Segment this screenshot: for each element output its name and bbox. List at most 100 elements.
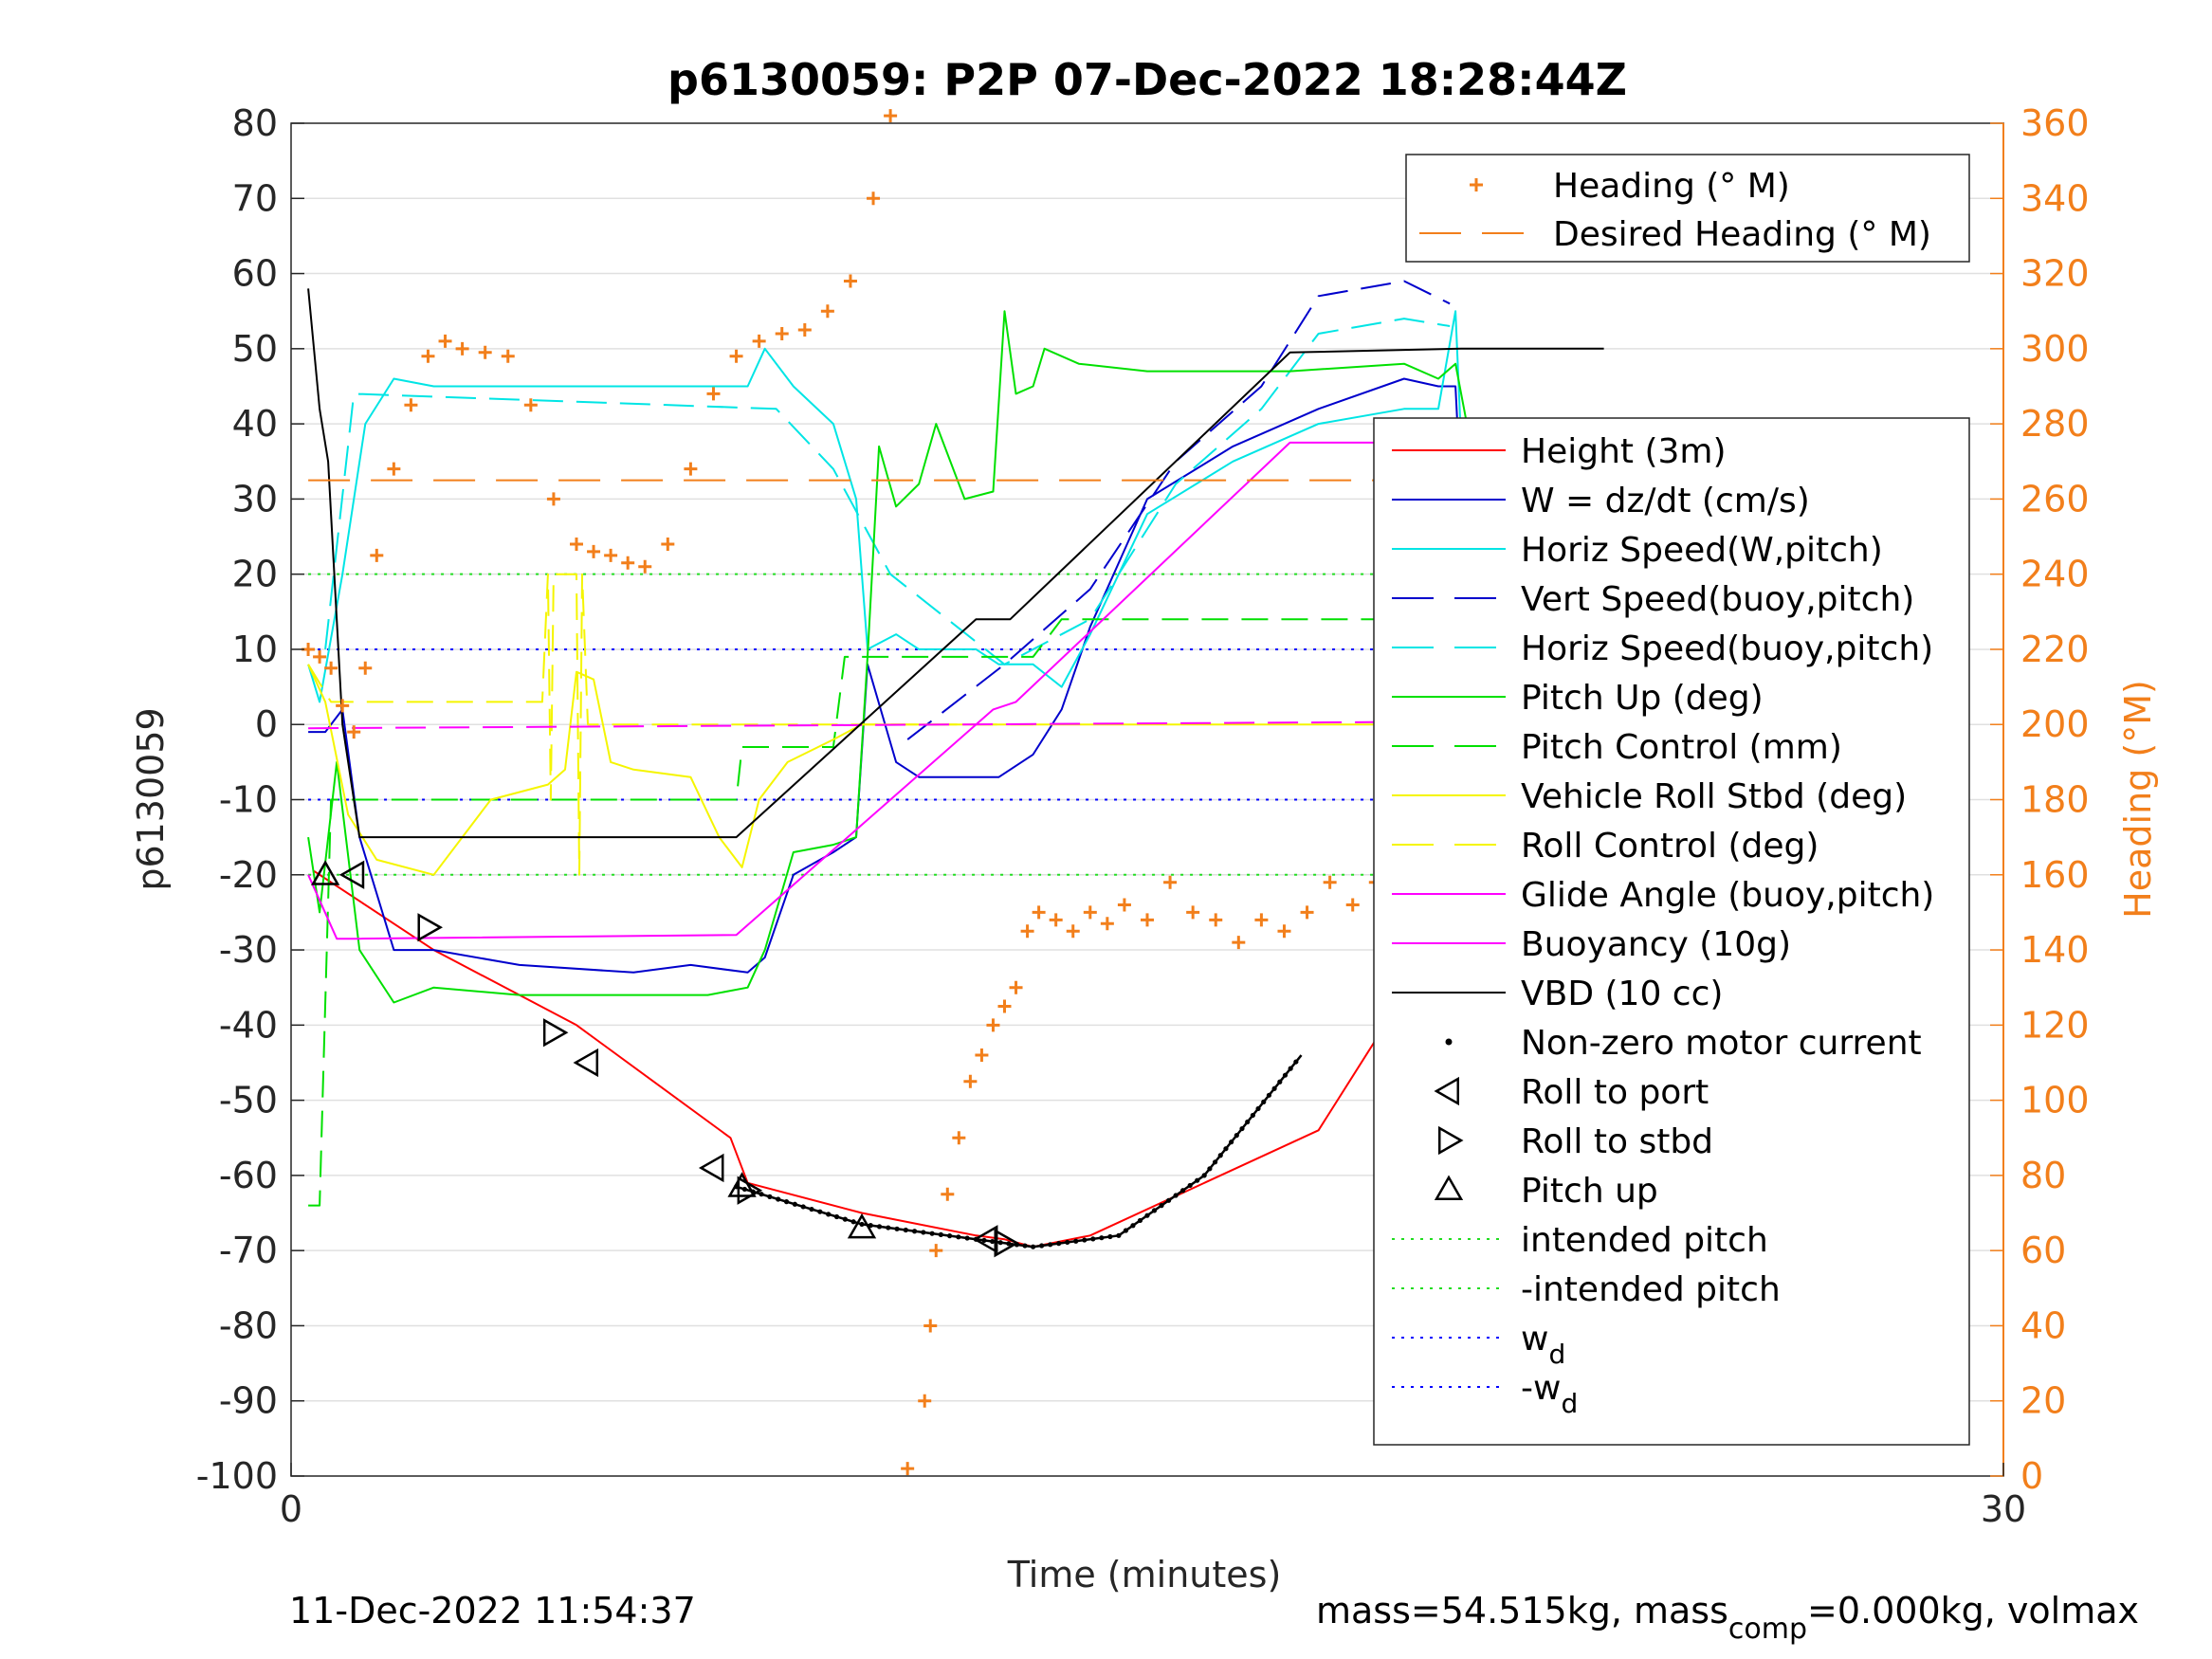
legend-main-label-5: Pitch Up (deg)	[1521, 679, 1764, 718]
footer-date: 11-Dec-2022 11:54:37	[289, 1590, 696, 1632]
heading-point-36	[941, 1187, 955, 1201]
legend-main-label-9: Glide Angle (buoy,pitch)	[1521, 876, 1934, 915]
ytick-label-13: 30	[232, 478, 278, 520]
heading-point-3	[336, 699, 350, 713]
heading-point-27	[797, 323, 812, 337]
legend-main-label-1: W = dz/dt (cm/s)	[1521, 482, 1810, 520]
heading-point-46	[1066, 924, 1080, 939]
heading-point-15	[546, 492, 560, 506]
y2tick-label-13: 260	[2020, 478, 2090, 520]
heading-point-53	[1209, 913, 1223, 927]
heading-point-30	[867, 191, 881, 206]
series-2	[307, 310, 1508, 711]
y2tick-label-8: 160	[2020, 854, 2090, 896]
heading-point-8	[404, 398, 418, 412]
y2tick-label-10: 200	[2020, 703, 2090, 745]
heading-point-49	[1117, 898, 1131, 912]
ytick-label-17: 70	[232, 177, 278, 219]
series-5	[307, 310, 1547, 1004]
ytick-label-12: 20	[232, 554, 278, 595]
legend-heading-label-1: Desired Heading (° M)	[1553, 215, 1931, 254]
heading-point-22	[684, 462, 698, 476]
heading-point-43	[1020, 924, 1034, 939]
ytick-label-15: 50	[232, 328, 278, 370]
legend-main: Height (3m) W = dz/dt (cm/s) Horiz Speed(W…	[1373, 417, 1970, 1446]
ytick-label-7: -30	[219, 929, 278, 971]
legend-main-sub-19: d	[1561, 1388, 1578, 1419]
y2tick-label-18: 360	[2020, 102, 2090, 144]
marker-roll_stbd-7	[737, 1176, 763, 1205]
heading-point-18	[604, 548, 618, 562]
marker-roll_port-4	[573, 1048, 599, 1078]
footer-mass-prefix: mass=54.515kg, mass	[1316, 1590, 1728, 1632]
legend-main-label-0: Height (3m)	[1521, 432, 1727, 471]
y2tick-label-2: 40	[2020, 1304, 2066, 1346]
legend-main-label-7: Vehicle Roll Stbd (deg)	[1521, 777, 1907, 816]
legend-main-label-2: Horiz Speed(W,pitch)	[1521, 531, 1883, 570]
heading-point-4	[347, 725, 361, 739]
legend-heading-sample-0	[1470, 178, 1483, 191]
heading-point-48	[1100, 917, 1114, 931]
chart-title: p6130059: P2P 07-Dec-2022 18:28:44Z	[667, 54, 1627, 105]
motor-current-series	[733, 1054, 1303, 1249]
legend-main-sample-15	[1434, 1175, 1464, 1200]
ytick-label-2: -80	[219, 1304, 278, 1346]
event-markers	[310, 860, 1459, 1258]
heading-point-37	[952, 1131, 966, 1145]
marker-roll_port-1	[338, 860, 365, 889]
legend-main-sub-18: d	[1548, 1339, 1565, 1370]
legend-main-sample-14	[1438, 1125, 1464, 1156]
legend-heading: Heading (° M) Desired Heading (° M)	[1405, 154, 1970, 263]
left-axis-ticks: -100-90-80-70-60-50-40-30-20-10010203040…	[196, 102, 304, 1497]
heading-point-1	[313, 649, 327, 664]
marker-pitch_up-0	[310, 860, 340, 885]
heading-point-21	[661, 537, 675, 551]
heading-point-38	[963, 1074, 978, 1088]
heading-point-34	[923, 1319, 938, 1333]
heading-point-2	[324, 661, 338, 675]
y2tick-label-7: 140	[2020, 929, 2090, 971]
legend-main-label-15: Pitch up	[1521, 1172, 1658, 1211]
heading-point-33	[918, 1394, 932, 1408]
heading-point-19	[621, 556, 635, 570]
marker-roll_stbd-3	[542, 1018, 569, 1048]
xtick-label-1: 30	[1981, 1488, 2026, 1530]
heading-point-11	[455, 341, 469, 356]
heading-point-23	[706, 387, 721, 401]
ytick-label-9: -10	[219, 779, 278, 821]
marker-roll_stbd-10	[994, 1229, 1020, 1258]
y2tick-label-5: 100	[2020, 1080, 2090, 1121]
heading-point-25	[752, 334, 766, 348]
series-4	[324, 318, 1451, 665]
marker-pitch_up-8	[847, 1212, 877, 1239]
legend-main-label-10: Buoyancy (10g)	[1521, 925, 1791, 964]
heading-point-13	[501, 349, 515, 363]
series-1	[308, 377, 1508, 974]
heading-point-42	[1009, 980, 1023, 994]
y2tick-label-14: 280	[2020, 403, 2090, 445]
heading-point-40	[986, 1018, 1000, 1032]
legend-main-sample-12	[1445, 1038, 1453, 1046]
y2tick-label-17: 340	[2020, 177, 2090, 219]
y2tick-label-15: 300	[2020, 328, 2090, 370]
right-axis-ticks: 0 20 40 60 80 100 120 140 160 180 200 220 240 260 280 3…	[1990, 102, 2090, 1497]
series-11	[307, 288, 1604, 839]
ytick-label-6: -40	[219, 1004, 278, 1046]
y2tick-label-11: 220	[2020, 629, 2090, 670]
heading-point-51	[1163, 875, 1178, 889]
ytick-label-1: -90	[219, 1380, 278, 1422]
heading-point-47	[1083, 905, 1097, 920]
marker-roll_port-5	[698, 1153, 724, 1183]
heading-point-26	[775, 326, 789, 340]
ytick-label-18: 80	[232, 102, 278, 144]
legend-main-label-6: Pitch Control (mm)	[1521, 728, 1842, 767]
footer-mass: mass=54.515kg, masscomp=0.000kg, volmax	[1316, 1590, 2139, 1646]
y2tick-label-16: 320	[2020, 253, 2090, 295]
heading-point-41	[997, 999, 1012, 1013]
ytick-label-0: -100	[196, 1455, 278, 1497]
y-axis-label: p6130059	[130, 707, 172, 890]
motor-path	[736, 1054, 1303, 1249]
legend-heading-box	[1405, 154, 1970, 263]
heading-point-59	[1345, 898, 1360, 912]
